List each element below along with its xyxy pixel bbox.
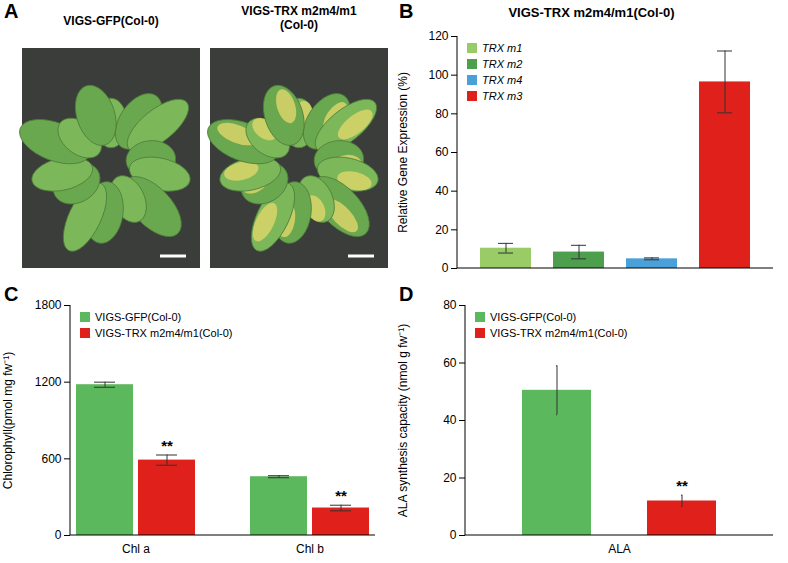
svg-text:40: 40: [435, 184, 449, 198]
svg-text:**: **: [335, 487, 347, 504]
svg-text:60: 60: [435, 145, 449, 159]
svg-text:0: 0: [450, 528, 457, 542]
svg-text:60: 60: [443, 356, 457, 370]
svg-text:20: 20: [435, 223, 449, 237]
svg-text:20: 20: [443, 471, 457, 485]
html-text:VIGS-TRX m2m4/m1(Col-0): VIGS-TRX m2m4/m1(Col-0): [95, 327, 233, 339]
svg-text:120: 120: [428, 29, 448, 43]
svg-text:600: 600: [41, 452, 61, 466]
svg-text:40: 40: [443, 413, 457, 427]
svg-text:**: **: [161, 437, 173, 454]
html-text:C: C: [4, 283, 19, 305]
html-text:VIGS-GFP(Col-0): VIGS-GFP(Col-0): [63, 14, 159, 28]
html-text:TRX m2: TRX m2: [482, 58, 523, 70]
html-text:VIGS-GFP(Col-0): VIGS-GFP(Col-0): [95, 311, 182, 323]
svg-text:Relative Gene Expression (%): Relative Gene Expression (%): [396, 72, 410, 233]
svg-text:100: 100: [428, 68, 448, 82]
svg-text:Chlorophyll(pmol mg fw⁻¹): Chlorophyll(pmol mg fw⁻¹): [1, 352, 15, 489]
svg-text:ALA: ALA: [608, 542, 631, 556]
html-text:VIGS-TRX m2m4/m1(Col-0): VIGS-TRX m2m4/m1(Col-0): [490, 327, 628, 339]
svg-text:80: 80: [435, 107, 449, 121]
svg-text:0: 0: [442, 261, 449, 275]
svg-text:Chl a: Chl a: [122, 542, 150, 556]
svg-text:ALA synthesis capacity (nmol g: ALA synthesis capacity (nmol g fw⁻¹): [396, 324, 410, 517]
html-text:VIGS-TRX m2m4/m1(Col-0): VIGS-TRX m2m4/m1(Col-0): [508, 5, 675, 20]
svg-text:0: 0: [55, 528, 62, 542]
svg-text:1800: 1800: [35, 298, 62, 312]
svg-text:80: 80: [443, 298, 457, 312]
html-text:TRX m3: TRX m3: [482, 90, 523, 102]
html-text:TRX m1: TRX m1: [482, 42, 523, 54]
html-text:A: A: [4, 0, 19, 22]
html-text:D: D: [399, 283, 414, 305]
html-text:VIGS-GFP(Col-0): VIGS-GFP(Col-0): [490, 311, 577, 323]
html-text:VIGS-TRX m2m4/m1 (Col-0): VIGS-TRX m2m4/m1 (Col-0): [241, 4, 357, 32]
html-text:B: B: [399, 0, 414, 22]
svg-text:Chl b: Chl b: [296, 542, 324, 556]
svg-text:**: **: [676, 477, 688, 494]
svg-text:1200: 1200: [35, 375, 62, 389]
html-text:TRX m4: TRX m4: [482, 74, 523, 86]
